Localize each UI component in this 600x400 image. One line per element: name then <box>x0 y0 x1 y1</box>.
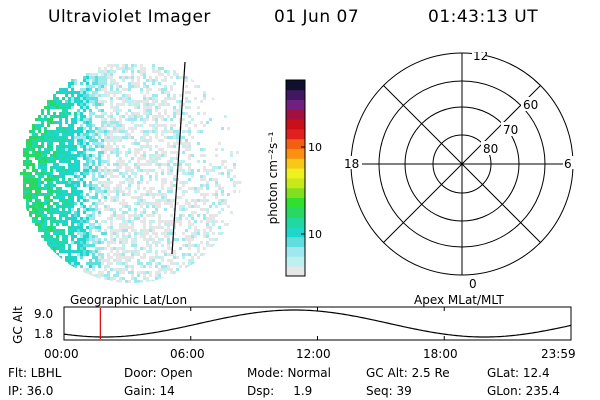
colorbar-tick-10: 10 <box>308 228 322 241</box>
time-label: 01:43:13 UT <box>428 7 539 27</box>
mlt-label-12: 12 <box>473 52 488 63</box>
colorbar-cell <box>286 168 305 179</box>
colorbar-cell <box>286 89 305 100</box>
colorbar-cell <box>286 197 305 208</box>
colorbar-cell <box>286 148 305 159</box>
info-glon: GLon: 235.4 <box>487 384 560 398</box>
timeline-xtick-0: 00:00 <box>44 347 79 361</box>
info-dsp: Dsp: 1.9 <box>247 384 313 398</box>
colorbar-cell <box>286 256 305 267</box>
colorbar-cell <box>286 187 305 198</box>
info-glat: GLat: 12.4 <box>487 366 550 380</box>
colorbar-cell <box>286 207 305 218</box>
colorbar-cell <box>286 227 305 238</box>
mlt-label-6: 6 <box>564 157 572 171</box>
colorbar-cell <box>286 109 305 120</box>
mlat-label-80: 80 <box>483 142 498 156</box>
colorbar-cell <box>286 138 305 149</box>
info-flt: Flt: LBHL <box>8 366 62 380</box>
timeline-xtick-3: 18:00 <box>423 347 458 361</box>
colorbar-cell <box>286 119 305 130</box>
info-seq: Seq: 39 <box>366 384 412 398</box>
colorbar-cell <box>286 178 305 189</box>
colorbar-cell <box>286 158 305 169</box>
instrument-title: Ultraviolet Imager <box>48 7 211 27</box>
colorbar-cell <box>286 129 305 140</box>
projection-label: Geographic Lat/Lon <box>70 293 188 307</box>
polar-grid-panel: 12 18 6 0 60 70 80 <box>342 52 577 291</box>
uv-image-panel <box>20 61 242 283</box>
timeline-ytick-bottom: 1.8 <box>34 327 53 341</box>
timeline-ytick-top: 9.0 <box>34 307 53 321</box>
colorbar-cell <box>286 236 305 247</box>
polar-projection-label: Apex MLat/MLT <box>414 293 504 307</box>
colorbar-tick-100: 100 <box>308 141 322 154</box>
mlt-label-0: 0 <box>469 277 477 291</box>
terminator-line <box>171 61 186 255</box>
colorbar-scale <box>286 80 305 277</box>
colorbar: 100 10 photon cm⁻²s⁻¹ <box>266 79 322 277</box>
timeline-ylabel: GC Alt <box>11 306 25 344</box>
info-door: Door: Open <box>124 366 193 380</box>
colorbar-cell <box>286 246 305 257</box>
colorbar-unit-label: photon cm⁻²s⁻¹ <box>266 131 280 224</box>
mlt-label-18: 18 <box>344 157 359 171</box>
info-ip: IP: 36.0 <box>8 384 54 398</box>
info-gain: Gain: 14 <box>124 384 175 398</box>
mlat-label-70: 70 <box>503 123 518 137</box>
timeline-xtick-4: 23:59 <box>541 347 576 361</box>
info-gcalt: GC Alt: 2.5 Re <box>366 366 450 380</box>
altitude-curve <box>63 309 572 338</box>
timeline-xtick-2: 12:00 <box>296 347 331 361</box>
timeline-xtick-1: 06:00 <box>170 347 205 361</box>
mlat-label-60: 60 <box>523 98 538 112</box>
colorbar-cell <box>286 217 305 228</box>
orbit-timeline: GC Alt 9.0 1.8 <box>11 306 572 344</box>
date-label: 01 Jun 07 <box>274 7 360 27</box>
colorbar-cell <box>286 99 305 110</box>
uv-image-pixels <box>20 64 242 283</box>
colorbar-cell <box>286 80 305 91</box>
colorbar-cell <box>286 266 305 277</box>
info-mode: Mode: Normal <box>247 366 331 380</box>
